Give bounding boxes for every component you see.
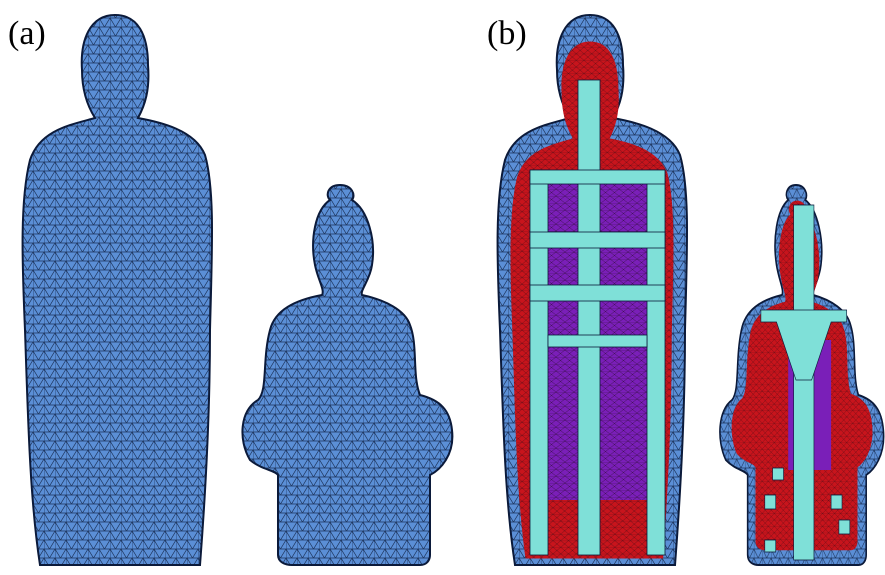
panel-label: (b) [487,15,527,52]
panel-label: (a) [8,15,46,52]
section-seated [720,185,884,565]
mesh-seated [242,185,452,565]
page: (a) (b) (() => { const data = JSON.parse… [0,0,885,575]
figure: (a) (b) [0,0,885,575]
mesh-standing [23,15,212,565]
section-standing [498,15,687,565]
